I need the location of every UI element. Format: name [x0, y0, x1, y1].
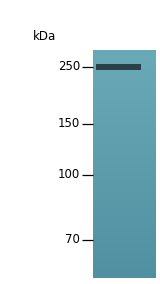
Text: kDa: kDa	[33, 30, 56, 43]
Bar	[96, 64, 141, 70]
Text: 70: 70	[65, 233, 80, 247]
Text: 250: 250	[58, 60, 80, 73]
Text: 150: 150	[58, 117, 80, 130]
Text: 100: 100	[58, 168, 80, 181]
